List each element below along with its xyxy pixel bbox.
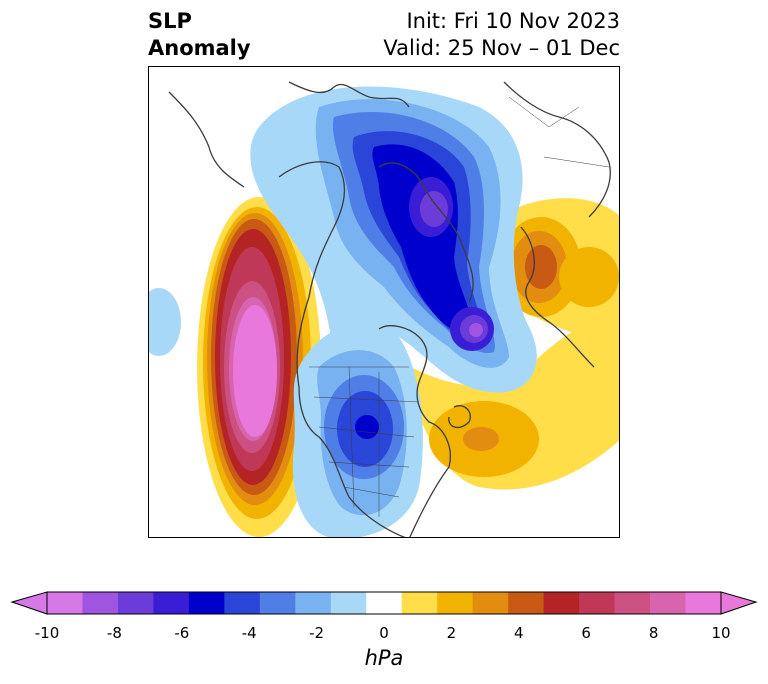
political-borders — [309, 96, 610, 517]
colorbar-extend-max — [720, 591, 758, 615]
colorbar-unit-label: hPa — [364, 646, 404, 670]
colorbar-tick-label: 0 — [379, 624, 389, 642]
colorbar-segment — [47, 592, 83, 614]
map-panel — [148, 66, 620, 538]
colorbar-tick-label: 4 — [514, 624, 524, 642]
colorbar-tick-label: -8 — [106, 624, 122, 642]
coastlines — [168, 81, 611, 537]
colorbar-segment — [401, 592, 438, 614]
title-line-1: SLP — [148, 9, 192, 33]
chart-title: SLP Anomaly — [148, 8, 251, 62]
colorbar-segment — [508, 592, 545, 614]
colorbar-tick-label: 2 — [446, 624, 457, 642]
colorbar-tick-label: -6 — [174, 624, 190, 642]
colorbar-tick-label: -10 — [34, 624, 60, 642]
colorbar-segment — [650, 592, 686, 614]
init-date: Init: Fri 10 Nov 2023 — [406, 9, 620, 33]
colorbar-segment — [366, 592, 403, 614]
pacific-high — [197, 197, 321, 537]
colorbar-segment — [472, 592, 509, 614]
colorbar-segment — [543, 592, 580, 614]
colorbar-segment — [224, 592, 261, 614]
arctic-low — [250, 86, 537, 393]
atlantic-high — [351, 89, 619, 490]
colorbar-segment — [614, 592, 651, 614]
colorbar-tick-label: -4 — [241, 624, 257, 642]
colorbar-tick-label: 6 — [581, 624, 591, 642]
north-america-low — [292, 322, 423, 537]
anomaly-map — [149, 81, 619, 537]
colorbar-extend-min — [10, 591, 48, 615]
colorbar-tick-label: 8 — [648, 624, 659, 642]
title-line-2: Anomaly — [148, 36, 251, 60]
colorbar-segment — [117, 592, 154, 614]
colorbar-tick-label: -2 — [309, 624, 325, 642]
colorbar-segment — [82, 592, 119, 614]
colorbar — [10, 591, 758, 615]
colorbar-segment — [259, 592, 296, 614]
colorbar-segment — [437, 592, 474, 614]
colorbar-segment — [685, 592, 722, 614]
colorbar-tick-label: 10 — [711, 624, 731, 642]
colorbar-segment — [330, 592, 367, 614]
date-info: Init: Fri 10 Nov 2023 Valid: 25 Nov – 01… — [383, 8, 620, 62]
colorbar-segment — [188, 592, 225, 614]
colorbar-segment — [153, 592, 190, 614]
west-pacific-low — [149, 288, 181, 356]
colorbar-segment — [579, 592, 615, 614]
colorbar-segment — [295, 592, 332, 614]
valid-range: Valid: 25 Nov – 01 Dec — [383, 36, 620, 60]
